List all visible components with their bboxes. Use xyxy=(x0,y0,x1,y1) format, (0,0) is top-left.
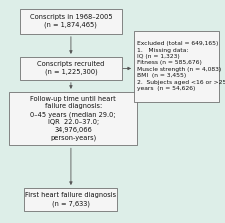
FancyBboxPatch shape xyxy=(9,92,137,145)
FancyBboxPatch shape xyxy=(133,31,218,102)
FancyBboxPatch shape xyxy=(20,57,121,80)
FancyBboxPatch shape xyxy=(20,9,121,34)
Text: Conscripts recruited
(n = 1,225,300): Conscripts recruited (n = 1,225,300) xyxy=(37,61,104,75)
Text: Conscripts in 1968–2005
(n = 1,874,465): Conscripts in 1968–2005 (n = 1,874,465) xyxy=(29,14,112,29)
Text: Follow-up time until heart
failure diagnosis:
0–45 years (median 29.0;
IQR  22.0: Follow-up time until heart failure diagn… xyxy=(30,96,115,141)
Text: First heart failure diagnosis
(n = 7,633): First heart failure diagnosis (n = 7,633… xyxy=(25,192,116,206)
Text: Excluded (total = 649,165)
1.   Missing data:
IQ (n = 1,323)
Fitness (n = 585,67: Excluded (total = 649,165) 1. Missing da… xyxy=(136,41,225,91)
FancyBboxPatch shape xyxy=(24,188,117,211)
